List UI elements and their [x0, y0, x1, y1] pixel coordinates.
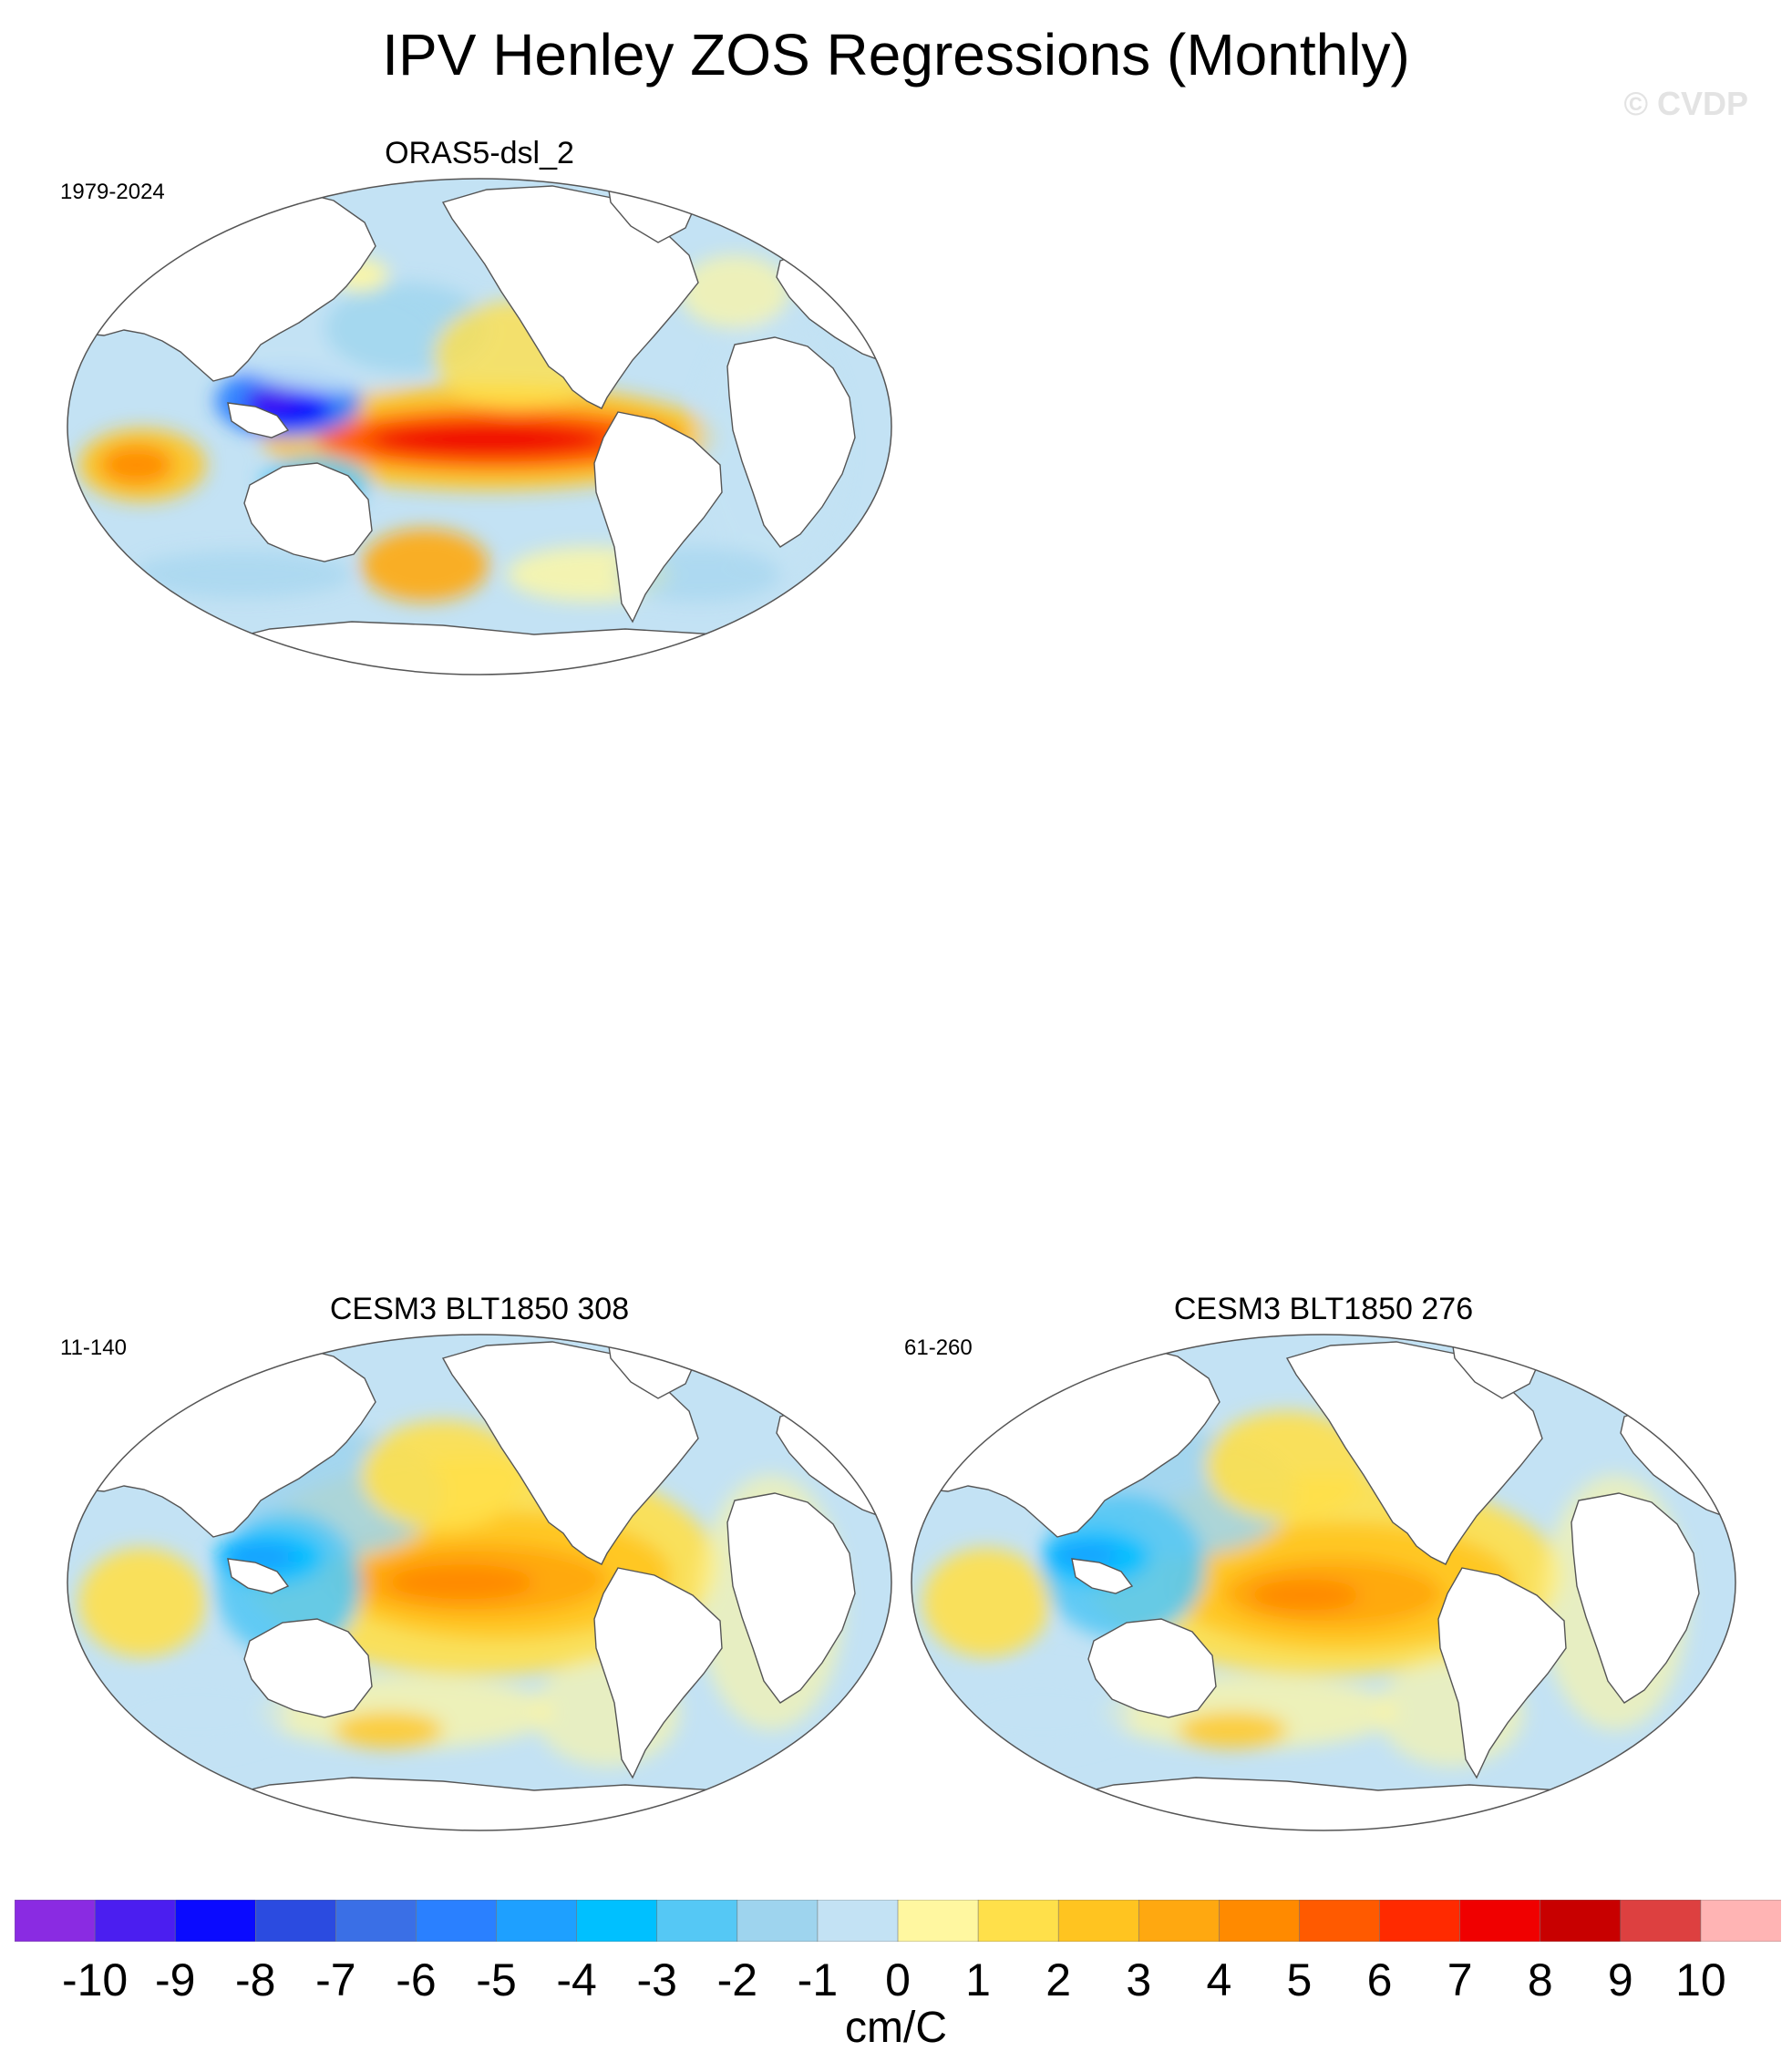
anomaly-region [106, 1675, 288, 1748]
anomaly-region [1205, 1411, 1369, 1521]
map-frame [67, 178, 892, 675]
colorbar-swatch [496, 1900, 578, 1942]
colorbar-tick: -1 [797, 1954, 839, 2005]
land-africa [726, 336, 856, 548]
map-panel-cesm3-308: CESM3 BLT1850 308 11-140 [60, 1289, 899, 1836]
colorbar-tick: 7 [1447, 1954, 1473, 2005]
land-australia [243, 462, 373, 562]
colorbar-tick: -10 [61, 1954, 129, 2005]
colorbar [15, 1900, 1781, 1942]
colorbar-swatch [335, 1900, 417, 1942]
colorbar-tick: 4 [1206, 1954, 1232, 2005]
colorbar-swatch [576, 1900, 658, 1942]
colorbar-tick: -6 [396, 1954, 437, 2005]
panel-title: CESM3 BLT1850 276 [1173, 1292, 1474, 1326]
colorbar-tick: -8 [235, 1954, 276, 2005]
colorbar-swatch [1379, 1900, 1461, 1942]
colorbar-tick: -2 [716, 1954, 758, 2005]
panel-title: ORAS5-dsl_2 [385, 136, 574, 170]
anomaly-region [388, 1564, 534, 1601]
colorbar-tick: 6 [1366, 1954, 1393, 2005]
anomaly-region [334, 1712, 443, 1748]
colorbar-swatch [1299, 1900, 1381, 1942]
anomaly-region [680, 255, 789, 328]
land-africa [1571, 1492, 1700, 1704]
panel-years: 1979-2024 [60, 180, 165, 204]
colorbar-tick: -3 [636, 1954, 677, 2005]
colorbar-tick-labels: -10 -9 -8 -7 -6 -5 -4 -3 -2 -1 0 1 2 3 4 5 6 7 8 9 10 [0, 1953, 1792, 2007]
anomaly-region [361, 1420, 525, 1530]
map-frame [911, 1334, 1736, 1831]
colorbar-swatch [1219, 1900, 1301, 1942]
anomaly-region [1178, 1712, 1287, 1748]
land-south-america [593, 411, 723, 624]
anomaly-region [370, 423, 607, 456]
colorbar-tick: 3 [1126, 1954, 1152, 2005]
colorbar-tick: 1 [965, 1954, 991, 2005]
anomaly-region [950, 1675, 1132, 1748]
colorbar-swatch [1138, 1900, 1220, 1942]
panel-years: 61-260 [904, 1335, 973, 1360]
colorbar-swatch [1540, 1900, 1622, 1942]
map-svg [67, 1334, 892, 1831]
land-africa [726, 1492, 856, 1704]
anomaly-region [1054, 1544, 1119, 1566]
map-panel-cesm3-276: CESM3 BLT1850 276 61-260 [904, 1289, 1743, 1836]
colorbar-tick: 9 [1607, 1954, 1633, 2005]
colorbar-units: cm/C [845, 2004, 947, 2052]
anomaly-region [246, 387, 297, 408]
anomaly-region [1251, 1579, 1360, 1612]
colorbar-swatch [1620, 1900, 1702, 1942]
land-australia [1087, 1618, 1217, 1718]
panel-years: 11-140 [60, 1335, 127, 1360]
colorbar-swatch [254, 1900, 337, 1942]
colorbar-tick: -5 [476, 1954, 517, 2005]
colorbar-swatch [897, 1900, 979, 1942]
anomaly-region [361, 529, 489, 602]
colorbar-swatch [15, 1900, 96, 1942]
anomaly-region [922, 1548, 1050, 1657]
colorbar-tick: 2 [1045, 1954, 1072, 2005]
colorbar-swatch [1459, 1900, 1541, 1942]
map-svg [67, 178, 892, 675]
colorbar-swatch [94, 1900, 176, 1942]
colorbar-swatch [736, 1900, 819, 1942]
panel-title: CESM3 BLT1850 308 [329, 1292, 630, 1326]
land-south-america [593, 1567, 723, 1779]
anomaly-region [133, 551, 352, 598]
colorbar-swatch [1700, 1900, 1781, 1942]
colorbar-tick: 0 [885, 1954, 911, 2005]
colorbar-swatch [817, 1900, 899, 1942]
land-indonesia [227, 402, 290, 438]
land-south-america [1437, 1567, 1567, 1779]
land-indonesia [1071, 1558, 1134, 1594]
anomaly-region [78, 1548, 206, 1657]
anomaly-region [100, 445, 173, 485]
colorbar-swatch [656, 1900, 738, 1942]
colorbar-swatch [416, 1900, 498, 1942]
colorbar-swatch [1057, 1900, 1140, 1942]
colorbar-tick: 8 [1527, 1954, 1553, 2005]
colorbar-swatch [977, 1900, 1059, 1942]
colorbar-tick: 10 [1675, 1954, 1726, 2005]
map-panel-oras5: ORAS5-dsl_2 1979-2024 [60, 133, 899, 680]
land-indonesia [227, 1558, 290, 1594]
colorbar-tick: -4 [556, 1954, 597, 2005]
colorbar-tick: 5 [1286, 1954, 1313, 2005]
map-frame [67, 1334, 892, 1831]
colorbar-swatch [174, 1900, 257, 1942]
land-australia [243, 1618, 373, 1718]
map-svg [911, 1334, 1736, 1831]
figure-title: IPV Henley ZOS Regressions (Monthly) [382, 22, 1410, 88]
watermark: © CVDP [1623, 85, 1748, 122]
colorbar-tick: -9 [154, 1954, 196, 2005]
colorbar-tick: -7 [315, 1954, 356, 2005]
